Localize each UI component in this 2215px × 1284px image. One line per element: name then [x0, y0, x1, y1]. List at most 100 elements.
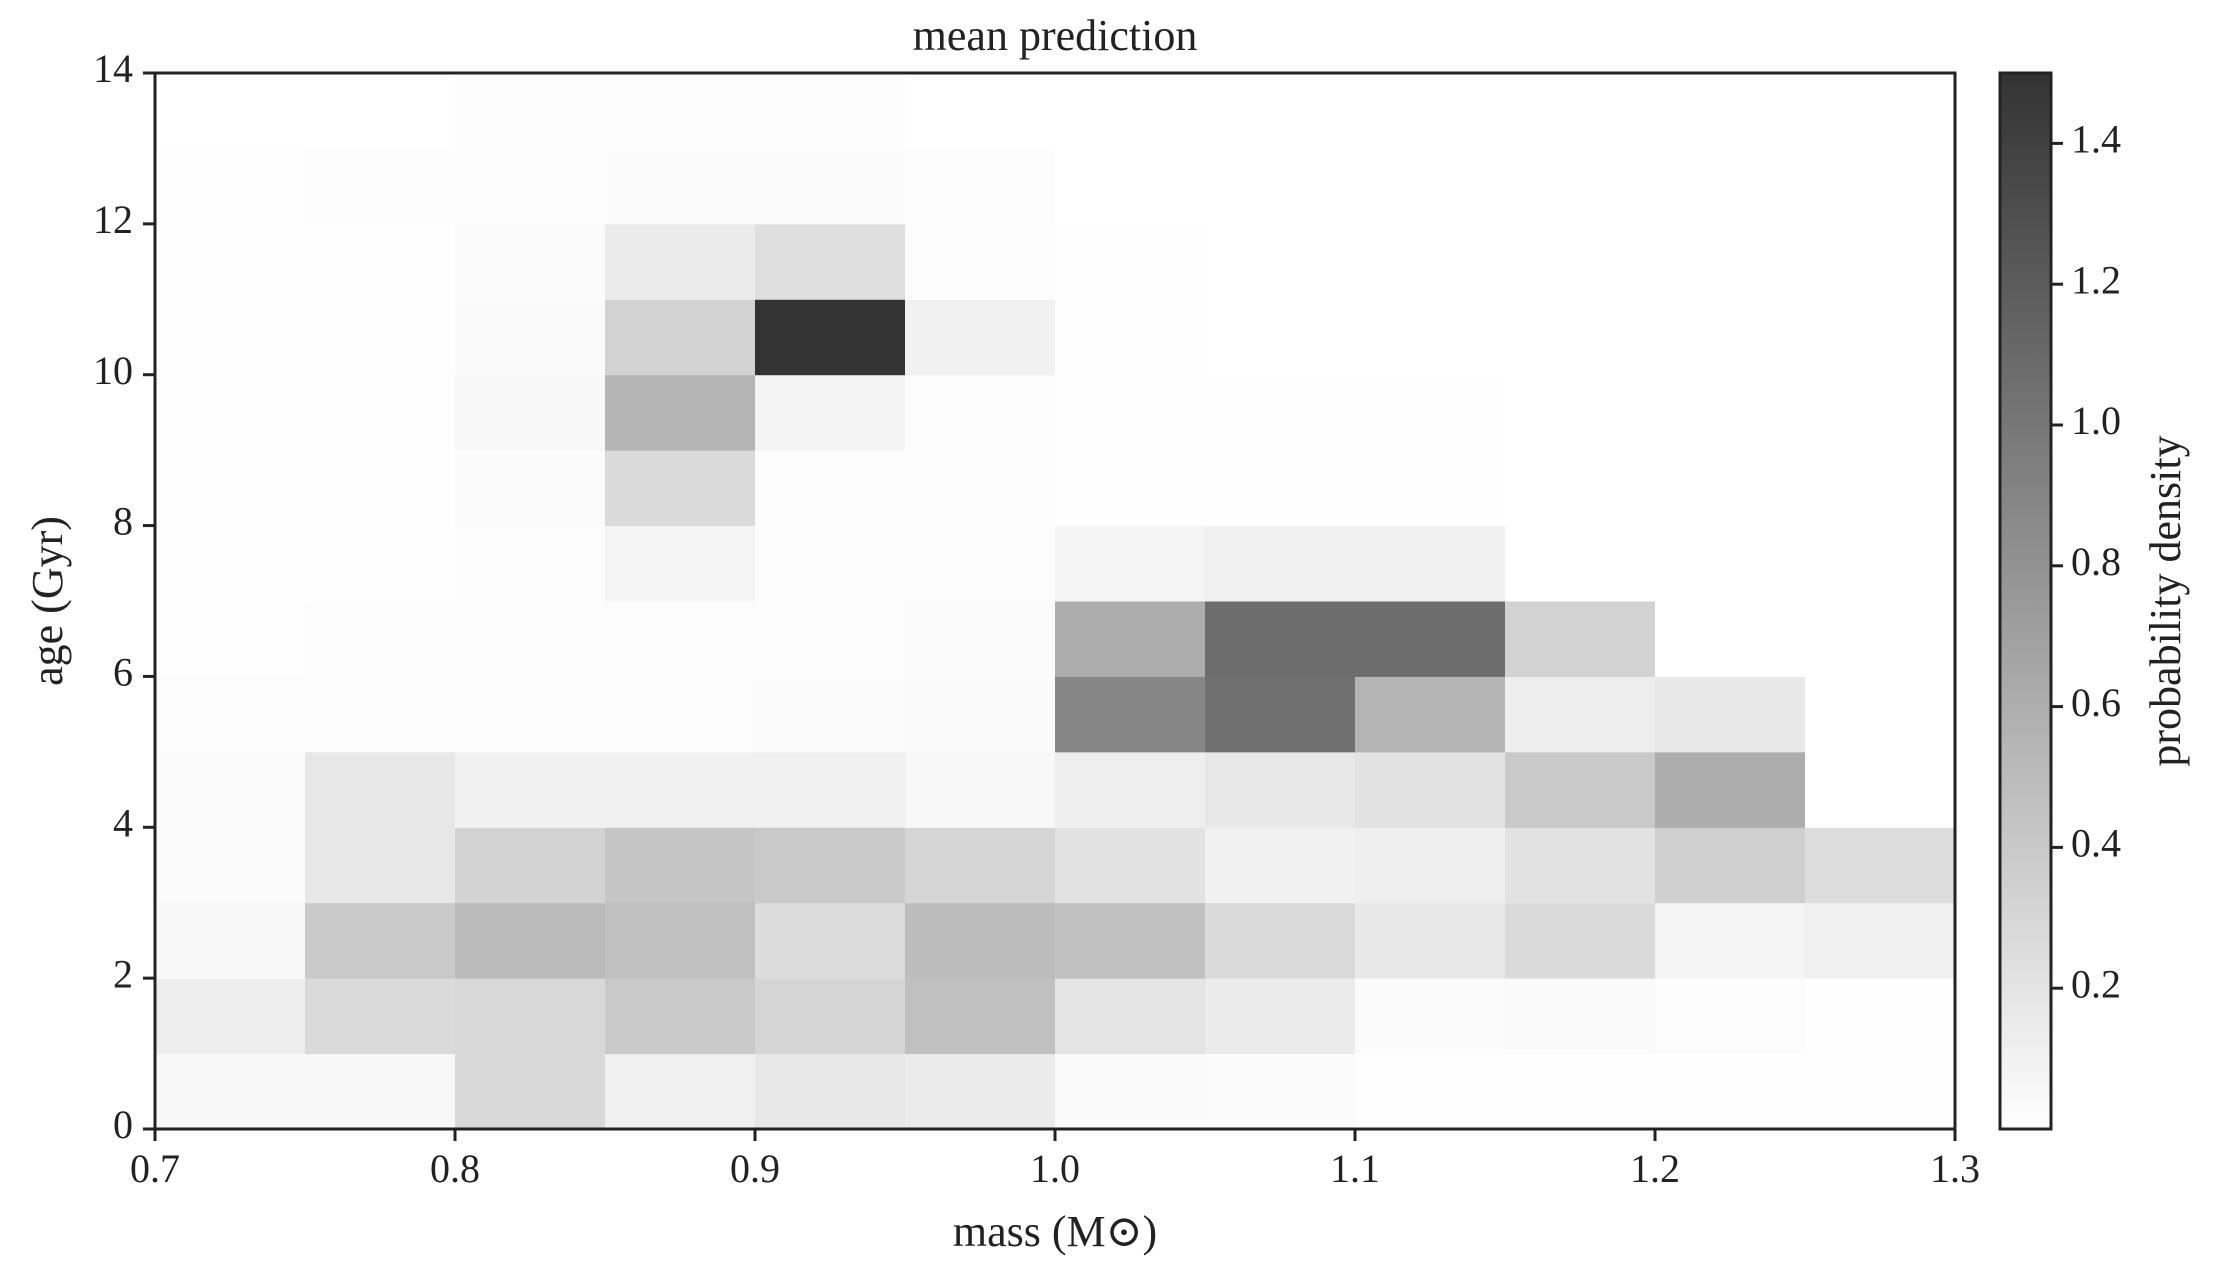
heatmap-cell	[1655, 450, 1806, 527]
heatmap-cell	[1355, 374, 1506, 451]
heatmap-cell	[1655, 1053, 1806, 1130]
heatmap-cell	[305, 73, 456, 149]
heatmap-cell	[1205, 299, 1356, 376]
heatmap-cell	[1355, 73, 1506, 149]
heatmap-cell	[1505, 1053, 1656, 1130]
heatmap-cell	[305, 902, 456, 979]
heatmap-cell	[1355, 525, 1506, 602]
heatmap-cell	[1055, 827, 1206, 904]
colorbar-tick-label: 0.8	[2071, 539, 2121, 584]
heatmap-cell	[305, 223, 456, 300]
heatmap-cell	[1505, 676, 1656, 753]
heatmap-cell	[1355, 676, 1506, 753]
heatmap-cell	[1055, 299, 1206, 376]
y-tick-label: 0	[113, 1102, 133, 1147]
heatmap-cell	[1805, 73, 1956, 149]
heatmap-cell	[1505, 902, 1656, 979]
heatmap-cell	[1505, 73, 1656, 149]
y-tick-label: 6	[113, 650, 133, 695]
heatmap-cell	[905, 827, 1056, 904]
heatmap-cell	[905, 1053, 1056, 1130]
x-tick-label: 1.3	[1930, 1146, 1980, 1191]
heatmap-cell	[1055, 148, 1206, 225]
heatmap-cell	[1505, 374, 1656, 451]
heatmap-cell	[155, 525, 306, 602]
heatmap-cell	[605, 73, 756, 149]
heatmap-cell	[1505, 450, 1656, 527]
heatmap-cell	[1205, 525, 1356, 602]
heatmap-cell	[1355, 450, 1506, 527]
heatmap-cell	[1055, 525, 1206, 602]
colorbar-tick-label: 0.6	[2071, 680, 2121, 725]
heatmap-cell	[605, 676, 756, 753]
heatmap-cell	[455, 450, 606, 527]
heatmap-cell	[1655, 525, 1806, 602]
heatmap-cell	[305, 1053, 456, 1130]
heatmap-cell	[455, 601, 606, 677]
heatmap-cell	[1655, 827, 1806, 904]
heatmap-cell	[455, 751, 606, 828]
heatmap-cell	[1505, 751, 1656, 828]
heatmap-cell	[1355, 601, 1506, 677]
heatmap-cell	[155, 601, 306, 677]
heatmap-cell	[755, 1053, 906, 1130]
heatmap-cell	[1205, 601, 1356, 677]
heatmap-cell	[905, 450, 1056, 527]
heatmap-cell	[1055, 601, 1206, 677]
heatmap-cell	[755, 148, 906, 225]
heatmap-cell	[905, 751, 1056, 828]
y-tick-label: 12	[93, 197, 133, 242]
heatmap-cell	[905, 525, 1056, 602]
heatmap-cell	[1805, 978, 1956, 1055]
heatmap-cell	[605, 1053, 756, 1130]
heatmap-cell	[1055, 902, 1206, 979]
heatmap-cell	[1505, 299, 1656, 376]
heatmap-cell	[1805, 827, 1956, 904]
colorbar-tick-label: 0.2	[2071, 961, 2121, 1006]
heatmap-cell	[305, 148, 456, 225]
heatmap-cell	[155, 751, 306, 828]
heatmap-cell	[1355, 827, 1506, 904]
heatmap-cell	[155, 827, 306, 904]
heatmap-cell	[305, 676, 456, 753]
heatmap-cell	[755, 601, 906, 677]
heatmap-cell	[455, 73, 606, 149]
heatmap-cell	[905, 223, 1056, 300]
heatmap-cell	[605, 751, 756, 828]
heatmap-cell	[1655, 978, 1806, 1055]
heatmap-cell	[1805, 601, 1956, 677]
heatmap-cell	[605, 525, 756, 602]
heatmap-cell	[1205, 73, 1356, 149]
heatmap-cell	[1655, 148, 1806, 225]
heatmap-cell	[755, 223, 906, 300]
heatmap-cell	[1205, 450, 1356, 527]
heatmap-cell	[755, 299, 906, 376]
heatmap-cell	[755, 374, 906, 451]
heatmap-cell	[1055, 676, 1206, 753]
heatmap-cell	[1055, 374, 1206, 451]
heatmap-cell	[1205, 751, 1356, 828]
heatmap-cell	[305, 374, 456, 451]
heatmap-cell	[1655, 676, 1806, 753]
heatmap-cell	[1355, 978, 1506, 1055]
y-tick-label: 4	[113, 800, 133, 845]
heatmap-cell	[1055, 1053, 1206, 1130]
colorbar-tick-label: 1.2	[2071, 257, 2121, 302]
heatmap-cell	[905, 601, 1056, 677]
heatmap-cell	[455, 827, 606, 904]
heatmap-cell	[1805, 1053, 1956, 1130]
heatmap-cell	[755, 73, 906, 149]
heatmap-cell	[1355, 223, 1506, 300]
heatmap-cell	[1505, 148, 1656, 225]
heatmap-cell	[155, 374, 306, 451]
heatmap-cell	[605, 601, 756, 677]
heatmap-cell	[305, 601, 456, 677]
heatmap-cell	[605, 299, 756, 376]
heatmap-cell	[1355, 1053, 1506, 1130]
heatmap-cell	[905, 676, 1056, 753]
heatmap-cell	[1205, 1053, 1356, 1130]
heatmap-cell	[1655, 751, 1806, 828]
heatmap-cell	[605, 223, 756, 300]
